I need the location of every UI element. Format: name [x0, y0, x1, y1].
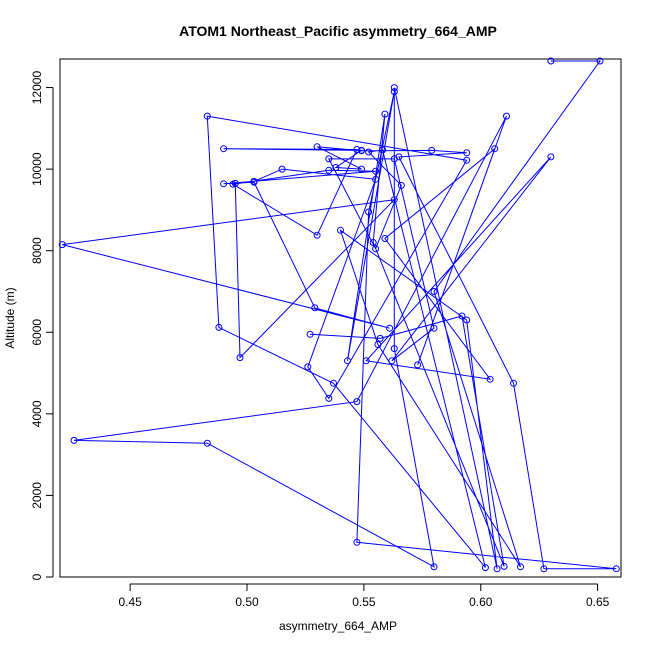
data-point — [388, 357, 396, 365]
data-point — [337, 226, 344, 234]
data-point — [428, 146, 436, 154]
data-point — [353, 398, 361, 406]
data-point — [503, 112, 510, 120]
data-point — [379, 146, 387, 154]
data-point — [203, 112, 211, 120]
data-point — [325, 166, 333, 174]
x-tick-label: 0.55 — [352, 595, 376, 609]
x-tick-label: 0.65 — [586, 595, 610, 609]
x-tick-label: 0.45 — [118, 595, 142, 609]
chart-title: ATOM1 Northeast_Pacific asymmetry_664_AM… — [179, 23, 497, 39]
data-point — [395, 153, 403, 161]
y-axis-label: Altitude (m) — [3, 287, 17, 348]
data-point — [362, 357, 370, 365]
data-point — [430, 288, 438, 295]
y-tick-label: 6000 — [30, 319, 44, 346]
data-point — [517, 563, 524, 571]
data-point — [325, 394, 333, 402]
data-point — [540, 565, 548, 573]
data-point — [390, 196, 398, 204]
data-point — [229, 180, 237, 188]
data-point — [220, 180, 228, 188]
data-point — [353, 146, 361, 153]
data-point — [203, 439, 211, 447]
data-point — [313, 143, 321, 151]
data-point — [510, 379, 517, 387]
data-point — [390, 155, 398, 163]
data-point — [547, 57, 555, 65]
data-point — [58, 241, 66, 249]
data-point — [372, 175, 380, 183]
data-point — [458, 312, 466, 320]
y-tick-label: 4000 — [30, 400, 44, 427]
series-layer — [58, 57, 620, 573]
y-tick-label: 12000 — [30, 71, 44, 105]
data-point — [304, 363, 312, 371]
data-point — [250, 178, 258, 186]
data-point — [236, 354, 244, 362]
data-point — [481, 564, 489, 572]
data-point — [311, 304, 319, 312]
data-point — [612, 565, 620, 573]
data-point — [278, 165, 286, 173]
data-point — [358, 165, 365, 173]
x-tick-label: 0.50 — [235, 595, 259, 609]
y-tick-label: 10000 — [30, 152, 44, 186]
data-point — [332, 164, 340, 171]
x-axis: 0.45 0.50 0.55 0.60 0.65 — [118, 583, 610, 609]
data-point — [500, 562, 508, 570]
data-point — [386, 324, 394, 332]
data-point — [491, 145, 499, 153]
data-point — [365, 148, 373, 156]
data-point — [463, 149, 471, 157]
data-point — [390, 345, 398, 353]
data-point — [313, 231, 321, 239]
data-point — [330, 379, 337, 387]
y-tick-label: 2000 — [30, 482, 44, 509]
data-point — [397, 181, 405, 189]
data-point — [325, 155, 333, 163]
x-tick-label: 0.60 — [469, 595, 493, 609]
data-point — [381, 110, 389, 118]
y-axis: 0 2000 4000 6000 8000 10000 12000 — [30, 71, 54, 580]
data-point — [381, 235, 389, 242]
data-point — [353, 538, 361, 546]
data-point — [70, 436, 78, 444]
data-point — [493, 565, 501, 573]
data-point — [390, 88, 398, 96]
data-point — [596, 57, 604, 65]
x-axis-label: asymmetry_664_AMP — [279, 619, 397, 633]
data-point — [430, 324, 438, 332]
y-tick-label: 8000 — [30, 237, 44, 264]
data-point — [463, 156, 471, 164]
data-point — [547, 153, 555, 161]
data-point — [430, 563, 438, 571]
data-point — [306, 330, 314, 338]
data-point — [414, 361, 422, 369]
data-point — [390, 84, 398, 92]
data-point — [365, 208, 373, 216]
data-point — [376, 334, 384, 342]
series-line — [62, 60, 617, 570]
data-point — [358, 147, 365, 155]
data-point — [463, 316, 471, 324]
data-point — [374, 341, 382, 348]
data-point — [372, 245, 380, 253]
data-point — [372, 167, 380, 175]
data-point — [369, 239, 377, 246]
data-point — [486, 375, 494, 383]
data-point — [344, 357, 351, 365]
data-point — [215, 323, 223, 331]
y-tick-label: 0 — [30, 573, 44, 580]
plot-frame — [59, 58, 622, 578]
data-point — [220, 145, 228, 153]
